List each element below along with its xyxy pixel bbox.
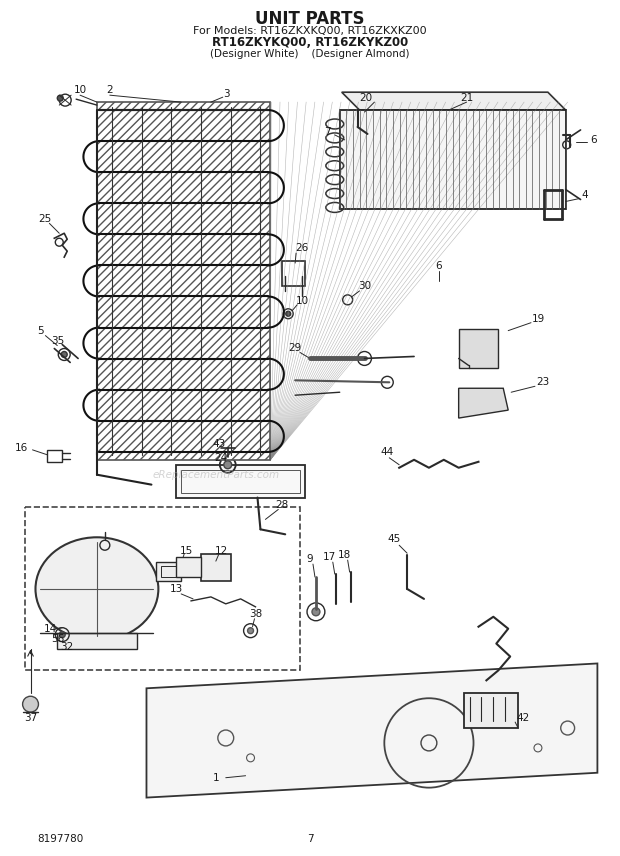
Text: 35: 35 xyxy=(51,336,64,346)
Polygon shape xyxy=(146,663,598,798)
Polygon shape xyxy=(176,557,201,577)
Text: eReplacementParts.com: eReplacementParts.com xyxy=(153,470,280,479)
Text: 20: 20 xyxy=(359,93,372,104)
Text: 45: 45 xyxy=(388,534,401,544)
Circle shape xyxy=(60,632,65,638)
Text: 28: 28 xyxy=(276,500,289,509)
Polygon shape xyxy=(176,465,305,497)
Text: 21: 21 xyxy=(460,93,473,104)
Text: 18: 18 xyxy=(338,550,352,560)
Circle shape xyxy=(57,95,63,101)
Text: 24: 24 xyxy=(214,453,228,463)
Polygon shape xyxy=(97,102,270,460)
Text: 19: 19 xyxy=(531,313,544,324)
Text: RT16ZKYKQ00, RT16ZKYKZ00: RT16ZKYKQ00, RT16ZKYKZ00 xyxy=(212,36,408,49)
Text: 25: 25 xyxy=(38,214,51,224)
Circle shape xyxy=(224,461,232,469)
Text: 14: 14 xyxy=(44,624,57,633)
Text: 4: 4 xyxy=(581,189,588,199)
Text: 56: 56 xyxy=(51,633,65,644)
Ellipse shape xyxy=(35,538,158,640)
Circle shape xyxy=(247,627,254,633)
Text: 5: 5 xyxy=(37,325,44,336)
Polygon shape xyxy=(459,329,498,368)
Text: 3: 3 xyxy=(223,89,230,99)
Text: 32: 32 xyxy=(61,642,74,651)
Text: 13: 13 xyxy=(170,584,183,594)
Text: 44: 44 xyxy=(381,447,394,457)
Text: 2: 2 xyxy=(107,86,113,95)
Text: (Designer White)    (Designer Almond): (Designer White) (Designer Almond) xyxy=(210,50,410,59)
Polygon shape xyxy=(459,389,508,418)
Text: 7: 7 xyxy=(307,835,313,844)
Text: 17: 17 xyxy=(323,552,337,562)
Text: 38: 38 xyxy=(249,609,262,619)
Text: 16: 16 xyxy=(15,443,29,453)
Polygon shape xyxy=(464,693,518,728)
Text: 42: 42 xyxy=(516,713,529,723)
Text: 10: 10 xyxy=(296,296,309,306)
Text: 30: 30 xyxy=(358,281,371,291)
Text: For Models: RT16ZKXKQ00, RT16ZKXKZ00: For Models: RT16ZKXKQ00, RT16ZKXKZ00 xyxy=(193,26,427,36)
Text: 8197780: 8197780 xyxy=(37,835,84,844)
Text: 10: 10 xyxy=(74,86,87,95)
Text: 1: 1 xyxy=(213,773,219,782)
Circle shape xyxy=(286,312,291,316)
Text: 15: 15 xyxy=(180,546,193,556)
Polygon shape xyxy=(201,554,231,581)
Text: 6: 6 xyxy=(435,261,442,271)
Text: 43: 43 xyxy=(212,439,226,449)
Circle shape xyxy=(312,608,320,615)
Polygon shape xyxy=(340,110,565,210)
Polygon shape xyxy=(57,633,136,649)
Polygon shape xyxy=(342,92,565,110)
Text: 9: 9 xyxy=(307,554,313,564)
Polygon shape xyxy=(97,102,270,460)
Polygon shape xyxy=(156,562,181,581)
Text: UNIT PARTS: UNIT PARTS xyxy=(255,9,365,27)
Circle shape xyxy=(22,696,38,712)
Circle shape xyxy=(61,352,67,358)
Text: 26: 26 xyxy=(296,243,309,253)
Text: 37: 37 xyxy=(24,713,37,723)
Text: 23: 23 xyxy=(536,377,549,387)
Text: 6: 6 xyxy=(590,135,596,145)
Text: 7: 7 xyxy=(324,127,331,137)
Text: 12: 12 xyxy=(215,546,228,556)
Text: 29: 29 xyxy=(288,342,302,353)
